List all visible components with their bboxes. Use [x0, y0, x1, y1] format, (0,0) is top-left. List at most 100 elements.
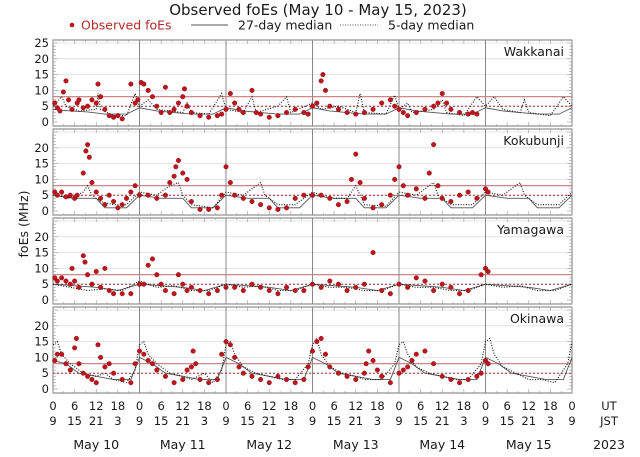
observed-point — [444, 100, 450, 106]
observed-point — [413, 351, 419, 357]
y-tick-label: 5 — [42, 99, 49, 113]
observed-point — [214, 288, 220, 294]
observed-point — [344, 288, 350, 294]
observed-point — [335, 202, 341, 208]
observed-point — [128, 380, 134, 386]
observed-point — [206, 114, 212, 120]
observed-point — [85, 142, 91, 148]
observed-point — [80, 370, 86, 376]
observed-point — [478, 272, 484, 278]
observed-point — [149, 256, 155, 262]
observed-point — [206, 291, 212, 297]
x-tick-label-ut: 0 — [395, 399, 402, 413]
observed-point — [136, 192, 142, 198]
observed-point — [67, 281, 73, 287]
observed-point — [115, 205, 121, 211]
observed-point — [348, 176, 354, 182]
observed-point — [387, 291, 393, 297]
day-label: May 11 — [160, 437, 206, 452]
x-tick-label-ut: 12 — [89, 399, 104, 413]
observed-point — [85, 103, 91, 109]
station-label: Wakkanai — [504, 44, 564, 59]
observed-point — [405, 364, 411, 370]
observed-point — [310, 348, 316, 354]
y-tick-label: 0 — [42, 204, 49, 218]
observed-point — [457, 291, 463, 297]
observed-point — [301, 288, 307, 294]
observed-point — [249, 373, 255, 379]
observed-point — [59, 275, 65, 281]
observed-point — [219, 192, 225, 198]
x-tick-label-jst: 3 — [114, 414, 121, 428]
observed-point — [72, 278, 78, 284]
observed-point — [249, 281, 255, 287]
observed-point — [396, 370, 402, 376]
y-tick-label: 5 — [42, 188, 49, 202]
observed-point — [292, 195, 298, 201]
x-tick-label-ut: 0 — [222, 399, 229, 413]
observed-point — [149, 361, 155, 367]
observed-point — [197, 288, 203, 294]
observed-point — [439, 373, 445, 379]
observed-point — [301, 110, 307, 116]
x-tick-label-ut: 6 — [71, 399, 78, 413]
observed-point — [318, 192, 324, 198]
x-tick-label-ut: 18 — [284, 399, 299, 413]
x-tick-label-ut: 0 — [482, 399, 489, 413]
x-tick-label-jst: 9 — [222, 414, 229, 428]
observed-point — [162, 84, 168, 90]
series-5day-median — [52, 91, 573, 117]
observed-point — [188, 364, 194, 370]
x-tick-label-jst: 21 — [348, 414, 363, 428]
observed-point — [374, 367, 380, 373]
observed-point — [253, 110, 259, 116]
x-tick-label-ut: 12 — [262, 399, 277, 413]
observed-point — [249, 87, 255, 93]
observed-point — [132, 183, 138, 189]
observed-point — [180, 377, 186, 383]
observed-point — [275, 291, 281, 297]
observed-point — [181, 86, 187, 92]
x-tick-label-ut: 0 — [49, 399, 56, 413]
observed-point — [301, 192, 307, 198]
observed-point — [292, 288, 298, 294]
observed-point — [188, 199, 194, 205]
observed-point — [379, 100, 385, 106]
x-tick-label-jst: 9 — [482, 414, 489, 428]
legend: Observed foEs 27-day median 5-day median — [69, 18, 474, 33]
observed-point — [379, 202, 385, 208]
observed-point — [474, 195, 480, 201]
observed-point — [335, 106, 341, 112]
observed-point — [344, 373, 350, 379]
observed-point — [363, 361, 369, 367]
observed-point — [60, 89, 66, 95]
x-tick-label-ut: 12 — [175, 399, 190, 413]
observed-point — [361, 370, 367, 376]
observed-point — [439, 195, 445, 201]
observed-point — [154, 195, 160, 201]
observed-point — [266, 380, 272, 386]
x-tick-label-jst: 3 — [201, 414, 208, 428]
observed-point — [102, 364, 108, 370]
observed-point — [171, 380, 177, 386]
observed-point — [145, 192, 151, 198]
observed-point — [465, 377, 471, 383]
observed-point — [236, 364, 242, 370]
observed-point — [305, 111, 311, 117]
observed-point — [413, 186, 419, 192]
observed-point — [89, 180, 95, 186]
ut-axis-label: UT — [601, 399, 617, 413]
observed-point — [266, 288, 272, 294]
observed-point — [266, 205, 272, 211]
x-tick-label-jst: 21 — [175, 414, 190, 428]
x-tick-label-jst: 15 — [154, 414, 169, 428]
observed-point — [353, 377, 359, 383]
observed-point — [173, 164, 179, 170]
y-tick-label: 5 — [42, 366, 49, 380]
observed-point — [66, 97, 72, 103]
observed-point — [80, 105, 86, 111]
observed-point — [54, 278, 60, 284]
observed-point — [154, 367, 160, 373]
x-tick-label-ut: 12 — [521, 399, 536, 413]
